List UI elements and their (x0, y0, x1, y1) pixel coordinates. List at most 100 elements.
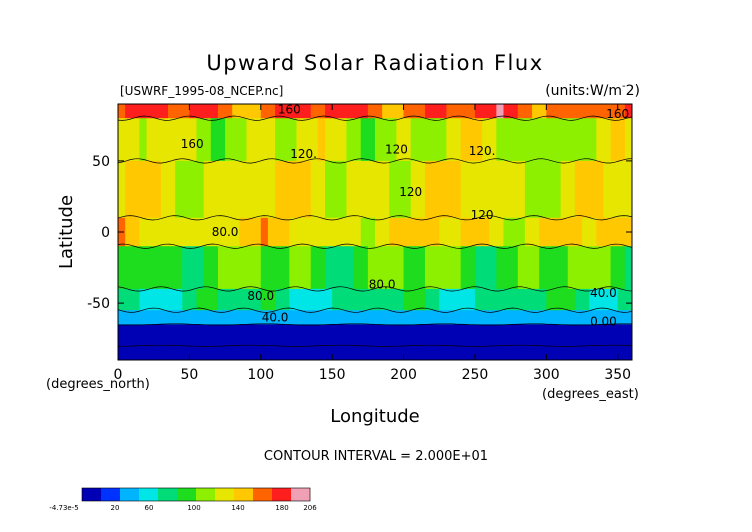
colorbar-label: 20 (111, 504, 120, 512)
map-cell (232, 345, 240, 360)
map-cell (317, 160, 326, 219)
map-cell (432, 118, 440, 162)
map-cell (482, 310, 490, 325)
map-cell (267, 345, 276, 360)
map-cell (396, 324, 405, 347)
map-cell (246, 288, 255, 311)
y-tick-label: -50 (87, 296, 110, 312)
map-cell (503, 246, 512, 290)
map-cell (610, 310, 619, 325)
map-cell (146, 345, 155, 360)
map-cell (546, 288, 554, 311)
map-cell (453, 160, 462, 219)
map-cell (524, 118, 533, 162)
map-cell (189, 160, 198, 219)
map-cell (346, 324, 355, 347)
map-cell (596, 118, 604, 162)
map-cell (603, 118, 612, 162)
map-cell (132, 246, 140, 290)
x-tick-label: 350 (604, 367, 631, 383)
map-cell (360, 246, 369, 290)
map-cell (596, 217, 604, 247)
contour-line (118, 158, 632, 164)
map-cell (617, 104, 626, 119)
map-cell (246, 345, 255, 360)
colorbar-label: 100 (187, 504, 200, 512)
contour-line (118, 215, 632, 221)
map-cell (217, 324, 226, 347)
map-cell (574, 217, 583, 247)
map-cell (524, 324, 533, 347)
map-cell (453, 324, 462, 347)
map-cell (296, 104, 305, 119)
map-cell (310, 160, 319, 219)
map-cell (532, 324, 540, 347)
map-cell (310, 217, 319, 247)
map-cell (417, 118, 426, 162)
map-cell (424, 118, 433, 162)
map-cell (139, 345, 148, 360)
map-cell (510, 160, 519, 219)
map-cell (439, 118, 447, 162)
map-cell (539, 246, 547, 290)
map-cell (610, 345, 619, 360)
map-cell (303, 160, 312, 219)
map-cell (153, 345, 162, 360)
map-cell (467, 118, 476, 162)
map-cell (517, 104, 526, 119)
map-cell (582, 118, 590, 162)
colorbar-label: 60 (145, 504, 154, 512)
map-cell (225, 345, 233, 360)
map-cell (482, 246, 490, 290)
map-cell (532, 217, 540, 247)
map-cell (424, 288, 433, 311)
map-cell (196, 160, 205, 219)
map-cell (439, 160, 447, 219)
map-cell (389, 160, 397, 219)
map-cell (396, 310, 405, 325)
map-cell (303, 104, 312, 119)
map-cell (582, 104, 590, 119)
contour-line (118, 115, 632, 121)
map-cell (232, 288, 240, 311)
map-cell (282, 310, 290, 325)
map-cell (167, 345, 176, 360)
map-cell (118, 160, 126, 219)
colorbar-swatch (264, 488, 269, 501)
map-cell (582, 310, 590, 325)
map-cell (332, 324, 340, 347)
map-cell (267, 118, 276, 162)
map-cell (610, 104, 619, 119)
map-cell (560, 310, 569, 325)
map-cell (139, 217, 148, 247)
colorbar-swatch (108, 488, 113, 501)
map-cell (317, 345, 326, 360)
map-cell (460, 246, 469, 290)
colorbar-swatch (306, 488, 311, 501)
map-cell (189, 217, 198, 247)
map-cell (367, 345, 376, 360)
map-cell (489, 324, 497, 347)
map-cell (189, 118, 198, 162)
map-cell (175, 118, 183, 162)
map-cell (118, 104, 126, 119)
map-cell (160, 288, 169, 311)
map-cell (553, 246, 562, 290)
colorbar-swatch (120, 488, 125, 501)
map-cell (467, 324, 476, 347)
map-cell (239, 160, 247, 219)
map-cell (617, 217, 626, 247)
map-cell (275, 104, 283, 119)
colorbar-swatch (283, 488, 288, 501)
map-cell (389, 246, 397, 290)
colorbar-swatch (211, 488, 216, 501)
map-cell (132, 217, 140, 247)
map-cell (332, 217, 340, 247)
map-cell (382, 217, 390, 247)
colorbar-swatch (169, 488, 174, 501)
map-cell (453, 118, 462, 162)
map-cell (546, 324, 554, 347)
map-cell (567, 246, 576, 290)
map-cell (546, 217, 554, 247)
map-cell (517, 324, 526, 347)
